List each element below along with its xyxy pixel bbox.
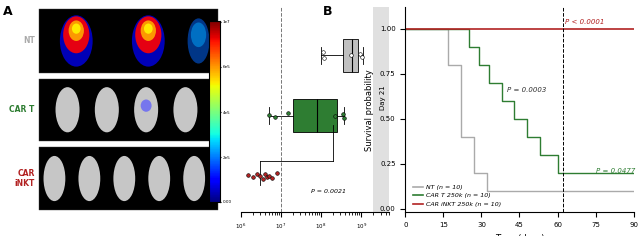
Y-axis label: Survival probability: Survival probability xyxy=(365,69,374,151)
Ellipse shape xyxy=(188,18,209,63)
Text: B: B xyxy=(323,5,333,18)
Ellipse shape xyxy=(68,21,84,41)
Ellipse shape xyxy=(44,156,65,201)
Ellipse shape xyxy=(134,87,158,132)
Ellipse shape xyxy=(63,16,90,53)
Point xyxy=(260,173,270,176)
Ellipse shape xyxy=(72,24,81,34)
Point xyxy=(355,52,365,56)
Point xyxy=(283,111,293,115)
Bar xyxy=(39,79,218,141)
Ellipse shape xyxy=(191,22,206,47)
Point xyxy=(264,113,274,116)
Point xyxy=(346,54,356,57)
Point xyxy=(339,116,349,119)
Text: CAR
iNKT: CAR iNKT xyxy=(15,169,35,188)
Point xyxy=(317,51,328,54)
Ellipse shape xyxy=(148,156,170,201)
Bar xyxy=(39,147,218,210)
Point xyxy=(255,174,265,178)
Ellipse shape xyxy=(95,87,119,132)
Text: P = 0.0021: P = 0.0021 xyxy=(310,189,346,194)
Ellipse shape xyxy=(141,21,156,41)
Text: P = 0.0477: P = 0.0477 xyxy=(596,168,635,174)
Point xyxy=(262,175,272,179)
Point xyxy=(272,171,282,175)
Point xyxy=(243,173,253,177)
Point xyxy=(330,114,340,118)
Ellipse shape xyxy=(113,156,135,201)
Point xyxy=(257,177,268,181)
Point xyxy=(248,176,258,179)
Text: P = 0.0003: P = 0.0003 xyxy=(507,87,546,93)
Text: CAR T: CAR T xyxy=(10,105,35,114)
Ellipse shape xyxy=(144,24,153,34)
Ellipse shape xyxy=(60,15,93,67)
Point xyxy=(264,174,274,177)
Bar xyxy=(374,7,401,212)
Ellipse shape xyxy=(141,100,152,112)
Ellipse shape xyxy=(132,15,164,67)
Legend: NT (n = 10), CAR T 250k (n = 10), CAR iNKT 250k (n = 10): NT (n = 10), CAR T 250k (n = 10), CAR iN… xyxy=(411,182,504,209)
Ellipse shape xyxy=(173,87,197,132)
Text: A: A xyxy=(3,5,13,18)
Point xyxy=(252,172,262,176)
PathPatch shape xyxy=(343,39,358,72)
Point xyxy=(269,115,280,119)
Point xyxy=(338,112,348,116)
Ellipse shape xyxy=(56,87,79,132)
Text: Day 21: Day 21 xyxy=(380,85,386,110)
Text: P < 0.0001: P < 0.0001 xyxy=(565,19,605,25)
X-axis label: Time (days): Time (days) xyxy=(495,234,544,236)
Ellipse shape xyxy=(135,16,161,53)
Point xyxy=(319,56,329,60)
Ellipse shape xyxy=(79,156,100,201)
PathPatch shape xyxy=(293,99,337,132)
Point xyxy=(267,176,277,180)
Ellipse shape xyxy=(183,156,205,201)
Bar xyxy=(39,9,218,73)
Point xyxy=(357,55,367,59)
Text: NT: NT xyxy=(23,36,35,46)
